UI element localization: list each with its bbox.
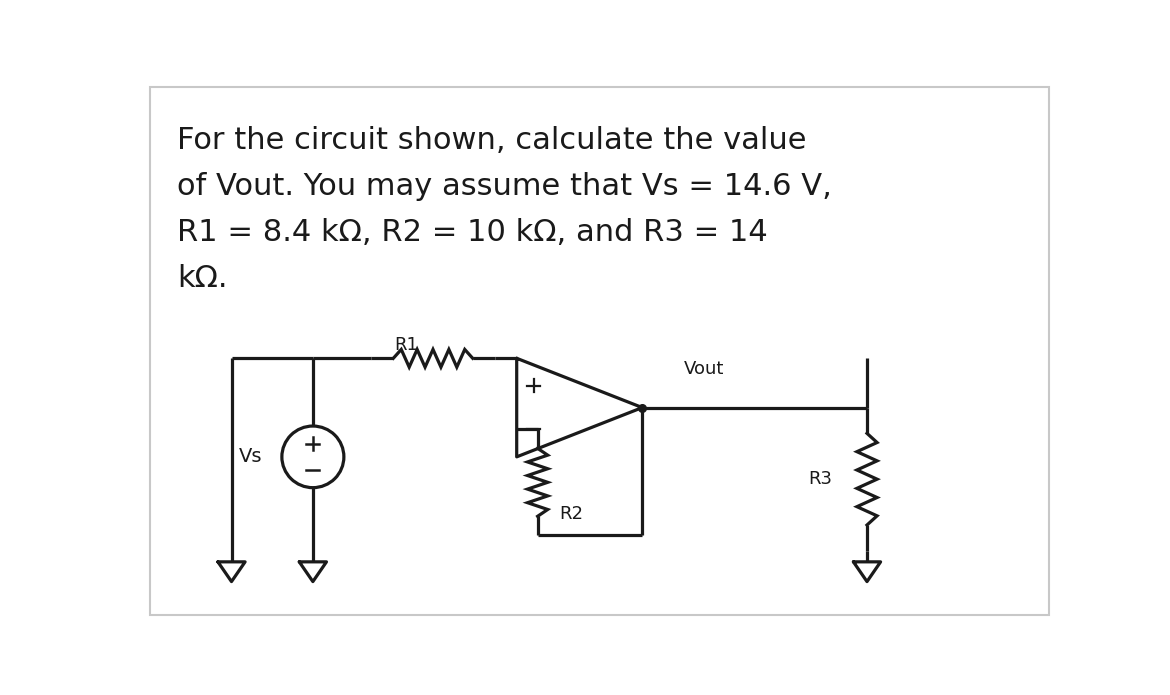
Text: R3: R3 (808, 471, 832, 488)
Text: Vs: Vs (239, 448, 263, 466)
Text: of Vout. You may assume that Vs = 14.6 V,: of Vout. You may assume that Vs = 14.6 V… (177, 172, 832, 201)
Text: kΩ.: kΩ. (177, 264, 228, 293)
FancyBboxPatch shape (150, 88, 1049, 614)
Text: Vout: Vout (684, 360, 724, 378)
Text: R2: R2 (559, 505, 584, 523)
Text: For the circuit shown, calculate the value: For the circuit shown, calculate the val… (177, 126, 807, 155)
Text: R1 = 8.4 kΩ, R2 = 10 kΩ, and R3 = 14: R1 = 8.4 kΩ, R2 = 10 kΩ, and R3 = 14 (177, 218, 768, 247)
Text: R1: R1 (394, 336, 418, 354)
